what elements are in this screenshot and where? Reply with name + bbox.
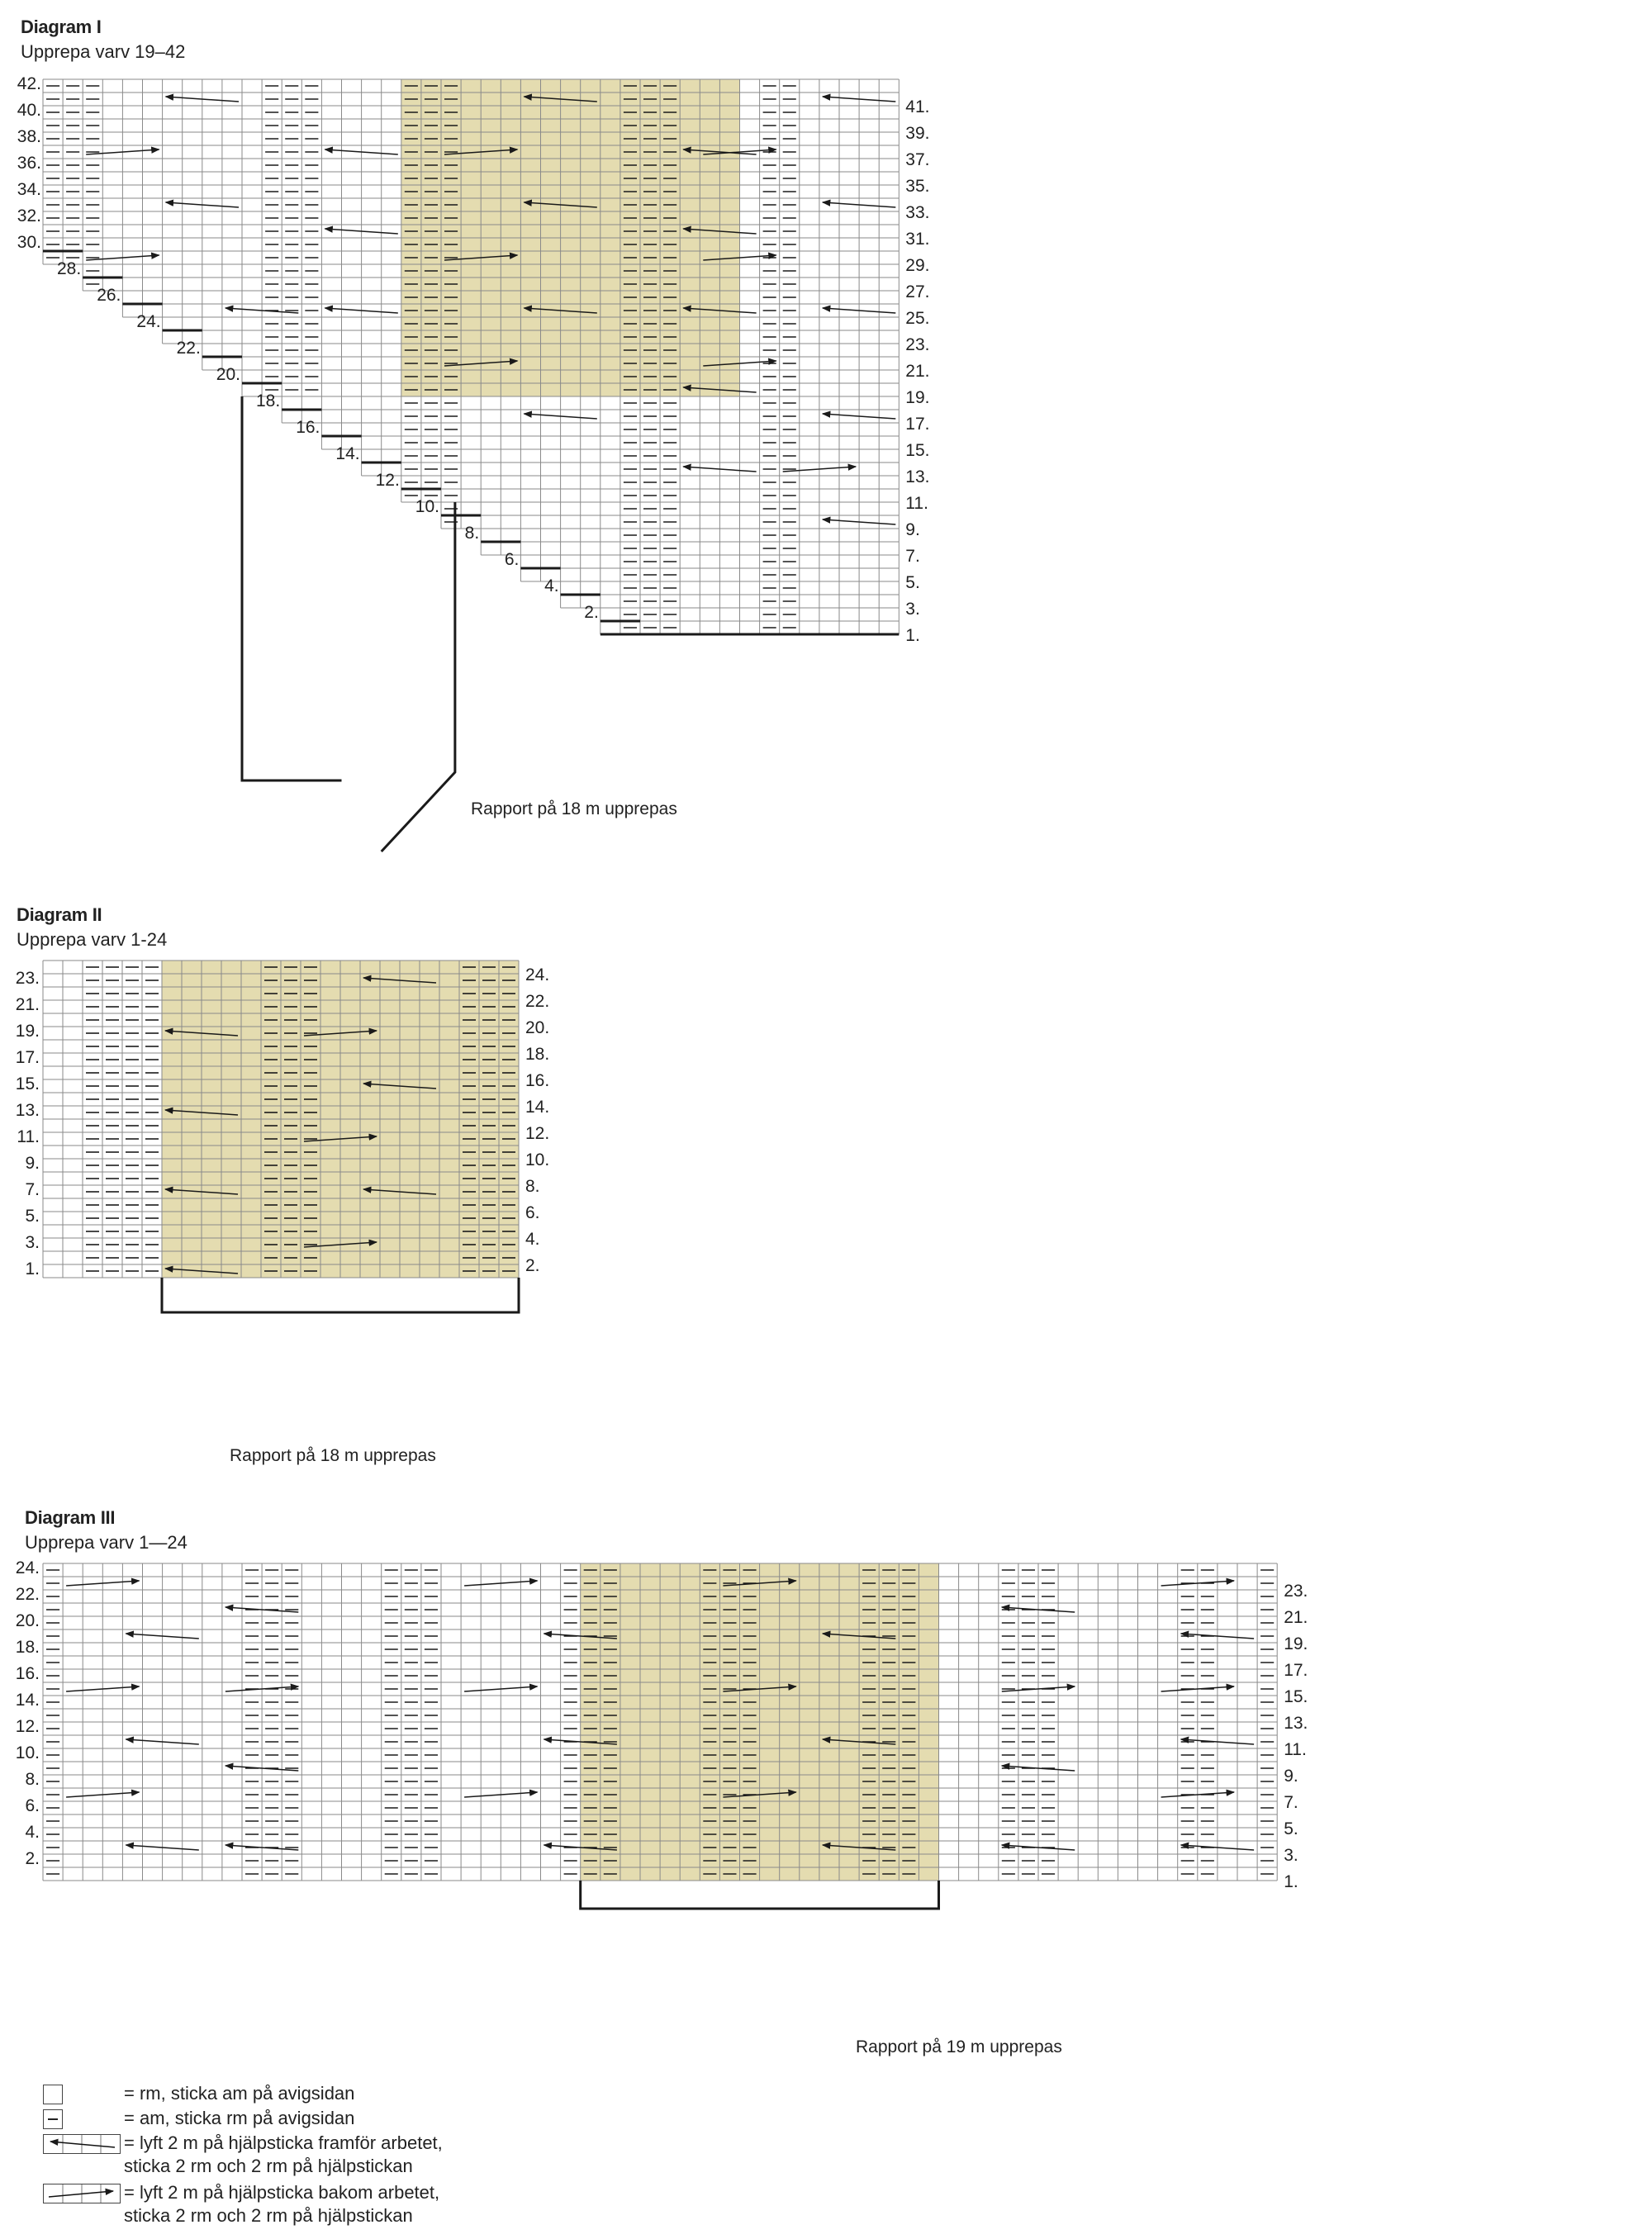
diagram-3-cable-front <box>125 1736 199 1745</box>
diagram-2-cable-back <box>303 1133 378 1142</box>
diagram-2-cable-front <box>164 1027 239 1036</box>
diagram-1-cable-front <box>324 146 398 155</box>
diagram-3-cable-front <box>1180 1736 1255 1745</box>
diagram-1-cable-front <box>324 225 398 235</box>
diagram-1-cable-back <box>86 146 160 155</box>
diagram-1-cable-front <box>821 93 896 102</box>
diagram-1-title: Diagram I <box>21 17 102 37</box>
diagram-1-cable-back <box>444 252 519 261</box>
diagram-1-repeat-bracket <box>380 502 457 853</box>
diagram-3-grid <box>42 1563 1278 1910</box>
diagram-3-title: Diagram III <box>25 1507 116 1528</box>
diagram-1-cable-front <box>821 516 896 525</box>
diagram-3-cable-front <box>821 1736 896 1745</box>
diagram-3-cable-back <box>1161 1789 1236 1798</box>
diagram-1-cable-front <box>164 199 240 208</box>
diagram-2-title: Diagram II <box>17 904 102 925</box>
diagram-1-cable-front <box>682 384 757 393</box>
diagram-2-grid <box>42 960 520 1314</box>
diagram-3-cable-front <box>543 1736 617 1745</box>
diagram-1-grid <box>42 78 900 853</box>
diagram-3-cable-back <box>464 1789 539 1798</box>
diagram-1-cable-front <box>821 410 896 420</box>
diagram-3-cable-front <box>1000 1762 1075 1772</box>
diagram-1-cable-front <box>682 225 757 235</box>
diagram-1-cable-front <box>682 305 757 314</box>
diagram-3-cable-front <box>1180 1842 1255 1851</box>
diagram-3-cable-front <box>821 1842 896 1851</box>
diagram-1-cable-front <box>523 199 597 208</box>
diagram-1-repeat-bracket <box>240 396 342 782</box>
diagram-3-cable-back <box>66 1683 140 1692</box>
diagram-1-cable-front <box>523 410 597 420</box>
diagram-1-cable-front <box>224 305 299 314</box>
diagram-3-cable-back <box>66 1789 140 1798</box>
diagram-3-cable-front <box>543 1842 617 1851</box>
diagram-1-cable-back <box>703 252 777 261</box>
diagram-3-cable-front <box>1000 1842 1075 1851</box>
diagram-2-subtitle: Upprepa varv 1-24 <box>17 929 168 950</box>
diagram-1-cable-front <box>523 305 597 314</box>
diagram-2-cable-front <box>164 1186 239 1195</box>
diagram-1-cable-front <box>682 146 757 155</box>
diagram-3-cable-front <box>224 1762 299 1772</box>
diagram-2-repeat-bracket <box>160 1278 520 1314</box>
diagram-1-cable-back <box>444 146 519 155</box>
diagram-2-cable-front <box>362 1080 437 1089</box>
diagram-1-cable-front <box>324 305 398 314</box>
diagram-1-cable-front <box>164 93 240 102</box>
diagram-3-cable-back <box>723 1789 797 1798</box>
diagram-2-cable-front <box>164 1265 239 1274</box>
diagram-1-subtitle: Upprepa varv 19–42 <box>21 41 186 62</box>
diagram-1-cable-back <box>444 358 519 367</box>
diagram-1-cable-front <box>821 305 896 314</box>
diagram-3-cable-front <box>125 1842 199 1851</box>
diagram-1-cable-front <box>821 199 896 208</box>
diagram-2-cable-front <box>362 975 437 984</box>
diagram-1-cable-front <box>682 463 757 472</box>
diagram-2-cable-front <box>362 1186 437 1195</box>
diagram-2-cable-front <box>164 1107 239 1116</box>
diagram-3-subtitle: Upprepa varv 1—24 <box>25 1532 188 1553</box>
diagram-1-cable-back <box>86 252 160 261</box>
diagram-1-cable-front <box>523 93 597 102</box>
diagram-2-cable-back <box>303 1239 378 1248</box>
diagram-1-cable-back <box>703 146 777 155</box>
diagram-3-cable-front <box>224 1842 299 1851</box>
diagram-1-cable-back <box>703 358 777 367</box>
diagram-2-cable-back <box>303 1027 378 1036</box>
diagram-1-cable-back <box>782 463 857 472</box>
